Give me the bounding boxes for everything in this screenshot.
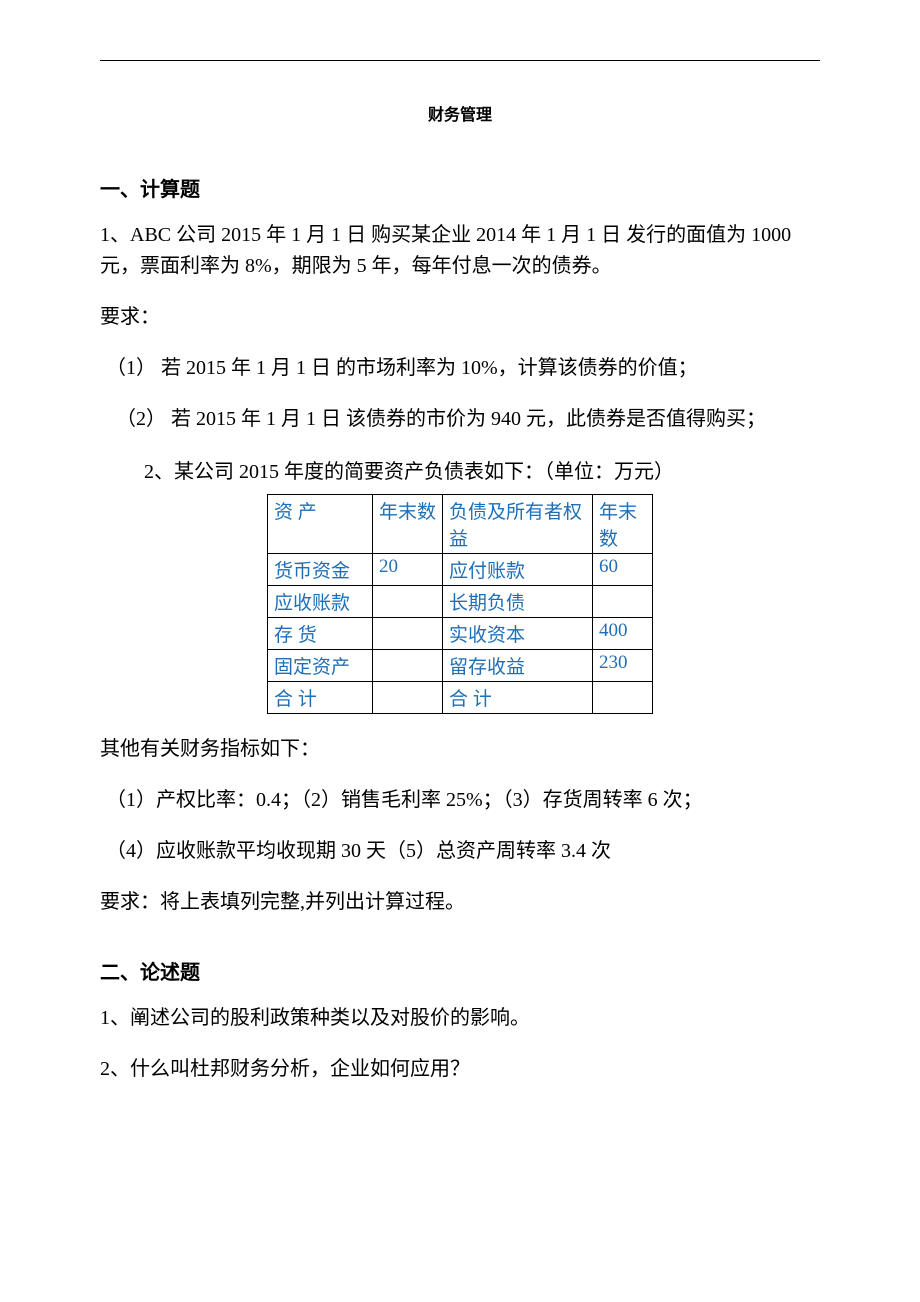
table-cell: 400 [593,618,653,650]
table-cell: 230 [593,650,653,682]
table-header-cell: 年末数 [593,495,653,554]
table-cell: 合 计 [268,682,373,714]
other-indicator-label: 其他有关财务指标如下： [100,734,820,765]
table-row: 存 货 实收资本 400 [268,618,653,650]
table-header-cell: 资 产 [268,495,373,554]
table-cell [373,650,443,682]
table-cell [593,682,653,714]
table-cell: 60 [593,554,653,586]
document-title: 财务管理 [100,101,820,125]
table-cell [373,618,443,650]
section-2-heading: 二、论述题 [100,956,820,985]
table-cell: 应收账款 [268,586,373,618]
section-2-question-1: 1、阐述公司的股利政策种类以及对股价的影响。 [100,1003,820,1034]
requirement-label: 要求： [100,302,820,333]
table-header-cell: 负债及所有者权益 [443,495,593,554]
table-cell: 20 [373,554,443,586]
table-header-cell: 年末数 [373,495,443,554]
balance-sheet-table: 资 产 年末数 负债及所有者权益 年末数 货币资金 20 应付账款 60 应收账… [267,494,653,714]
table-cell: 应付账款 [443,554,593,586]
table-cell: 长期负债 [443,586,593,618]
table-cell [593,586,653,618]
question-1-sub-2: （2） 若 2015 年 1 月 1 日 该债券的市价为 940 元，此债券是否… [100,404,820,435]
table-cell: 留存收益 [443,650,593,682]
table-cell [373,586,443,618]
indicators-line-2: （4）应收账款平均收现期 30 天（5）总资产周转率 3.4 次 [100,836,820,867]
table-cell: 实收资本 [443,618,593,650]
section-1-heading: 一、计算题 [100,173,820,202]
table-cell: 合 计 [443,682,593,714]
table-row: 应收账款 长期负债 [268,586,653,618]
section-2-question-2: 2、什么叫杜邦财务分析，企业如何应用？ [100,1054,820,1085]
table-header-row: 资 产 年末数 负债及所有者权益 年末数 [268,495,653,554]
question-1-sub-1: （1） 若 2015 年 1 月 1 日 的市场利率为 10%，计算该债券的价值… [100,353,820,384]
page-top-rule [100,60,820,61]
table-cell: 固定资产 [268,650,373,682]
indicators-line-1: （1）产权比率：0.4；（2）销售毛利率 25%；（3）存货周转率 6 次； [100,785,820,816]
table-cell [373,682,443,714]
table-cell: 存 货 [268,618,373,650]
question-1-text: 1、ABC 公司 2015 年 1 月 1 日 购买某企业 2014 年 1 月… [100,220,820,282]
table-row: 固定资产 留存收益 230 [268,650,653,682]
table-row: 合 计 合 计 [268,682,653,714]
question-2-requirement: 要求：将上表填列完整,并列出计算过程。 [100,887,820,918]
question-2-intro: 2、某公司 2015 年度的简要资产负债表如下：（单位：万元） [100,455,820,484]
table-cell: 货币资金 [268,554,373,586]
table-row: 货币资金 20 应付账款 60 [268,554,653,586]
